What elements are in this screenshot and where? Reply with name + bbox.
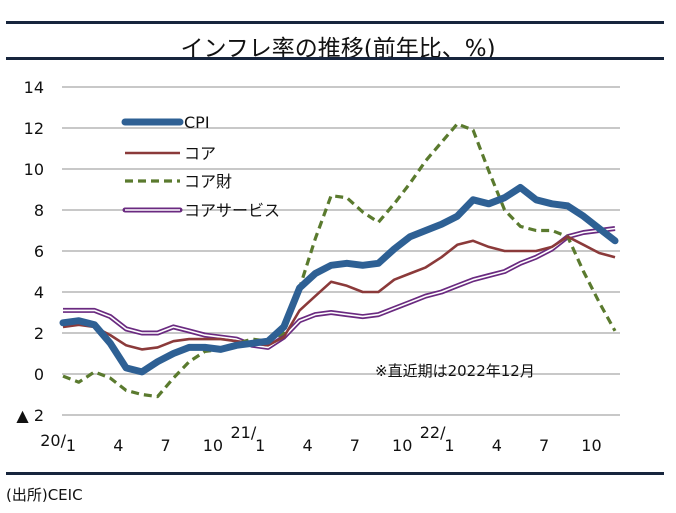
latest-period-note: ※直近期は2022年12月: [375, 362, 535, 380]
x-tick-label: 7: [350, 436, 360, 455]
legend-item-cpi: CPI: [121, 113, 210, 132]
y-tick-label: ▲ 2: [16, 406, 44, 425]
legend-label: CPI: [184, 113, 210, 132]
legend-label: コア: [184, 144, 216, 163]
source-note: (出所)CEIC: [6, 486, 83, 504]
title-bottom-rule: [6, 57, 664, 60]
legend-label: コア財: [184, 172, 232, 191]
x-tick-label: 1: [444, 436, 454, 455]
series-line-inner: [63, 227, 616, 349]
legend-item-core-goods: コア財: [125, 172, 232, 191]
series-core-goods: [62, 122, 617, 399]
x-tick-year-label: 22/: [420, 423, 446, 442]
x-tick-label: 1: [255, 436, 265, 455]
series-line: [62, 235, 616, 351]
x-tick-label: 7: [539, 436, 549, 455]
series-core: [62, 235, 616, 351]
series-line: [59, 184, 619, 376]
y-tick-label: 12: [24, 119, 44, 138]
x-tick-label: 7: [161, 436, 171, 455]
x-tick-label: 1: [66, 436, 76, 455]
footer-rule: [6, 472, 664, 475]
x-tick-year-label: 20/: [40, 431, 66, 450]
y-tick-label: 14: [24, 78, 44, 97]
series-core-services: [63, 226, 616, 350]
legend-item-core-services: コアサービス: [122, 201, 280, 220]
x-tick-label: 4: [113, 436, 123, 455]
series-line: [63, 226, 616, 350]
y-tick-label: 2: [34, 324, 44, 343]
x-tick-label: 10: [392, 436, 412, 455]
y-tick-label: 8: [34, 201, 44, 220]
y-tick-label: 6: [34, 242, 44, 261]
x-axis-ticks: 120/4 7 10 121/4 7 10 122/4 7 10: [40, 423, 601, 455]
y-axis-ticks: ▲ 2 0 2 4 6 8 10 12 14: [16, 78, 44, 425]
y-tick-label: 0: [34, 365, 44, 384]
x-tick-label: 10: [581, 436, 601, 455]
legend-item-core: コア: [125, 144, 216, 163]
y-tick-label: 4: [34, 283, 44, 302]
legend-label: コアサービス: [184, 201, 280, 220]
series-line: [62, 122, 617, 399]
series-cpi: [59, 184, 619, 376]
y-tick-label: 10: [24, 160, 44, 179]
x-tick-label: 4: [302, 436, 312, 455]
title-top-rule: [6, 21, 664, 24]
x-tick-label: 10: [203, 436, 223, 455]
x-tick-year-label: 21/: [231, 423, 257, 442]
series-lines: [59, 122, 619, 399]
x-tick-label: 4: [492, 436, 502, 455]
